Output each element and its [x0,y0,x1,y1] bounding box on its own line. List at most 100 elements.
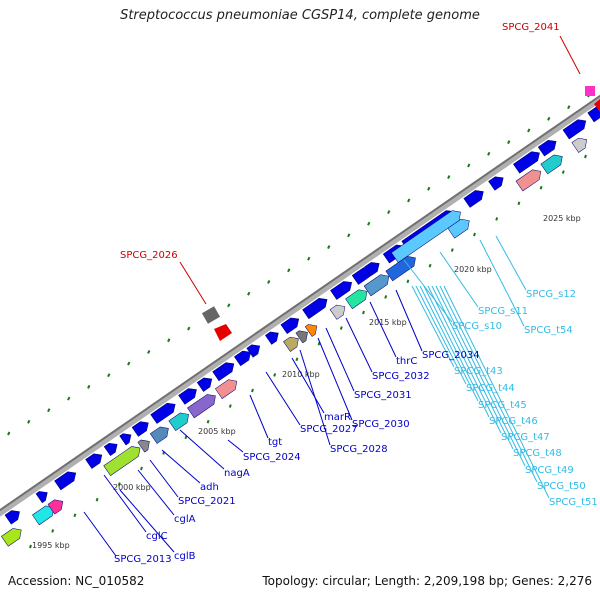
gene-arrow [513,151,540,174]
gene-feature [329,304,346,320]
gene-arrow [562,119,587,140]
gene-arrow [329,304,346,320]
gene-feature [363,274,390,297]
gene-label: SPCG_2024 [243,452,301,463]
gene-label: SPCG_2026 [120,250,178,261]
leader-line [149,459,179,498]
gene-arrow [246,344,261,358]
gene-arrow [212,362,235,382]
gene-arrow [304,324,318,337]
gene-feature [4,510,20,525]
gene-arrow [515,169,542,192]
leader-line [369,301,397,358]
gene-label: SPCG_t44 [466,383,515,394]
gc-tick [347,233,351,238]
gc-tick [147,349,151,354]
gene-label: SPCG_2034 [422,350,480,361]
gc-skew-track [7,93,591,549]
leader-line [325,327,355,392]
kbp-label: 2020 kbp [454,265,492,274]
leader-line [415,285,467,385]
gene-arrow [234,350,251,367]
kbp-label: 1995 kbp [32,541,70,550]
accession-text: Accession: NC_010582 [8,574,145,588]
gene-feature [391,210,461,263]
gene-arrow [364,262,380,277]
genome-backbone [0,94,600,517]
gc-tick [407,198,411,203]
gene-feature [187,394,216,419]
gene-feature [562,119,587,140]
gene-feature [35,491,48,504]
leader-line [479,239,525,327]
gene-feature [212,362,235,382]
gc-tick [47,408,51,413]
gene-label: SPCG_2031 [354,390,412,401]
gene-feature [515,169,542,192]
gene-feature [283,336,299,352]
gene-arrow [571,137,588,153]
gc-tick [273,373,277,377]
gene-feature [280,317,300,335]
gene-label: SPCG_2027 [300,424,358,435]
gene-arrow [540,154,563,175]
gene-feature [463,190,484,208]
gene-feature [131,421,149,437]
gene-arrow [363,274,390,297]
kbp-label: 2010 kbp [282,370,320,379]
gene-label: SPCG_2032 [372,371,430,382]
gc-tick [187,326,191,331]
gene-label: SPCG_2021 [178,496,236,507]
gene-feature [330,281,353,300]
gene-arrow [302,298,328,320]
gene-arrow [149,426,169,444]
genome-summary-text: Topology: circular; Length: 2,209,198 bp… [262,574,592,588]
gc-tick [267,280,271,284]
gc-tick [7,431,11,436]
gene-label: tgt [268,437,282,448]
gene-feature [85,453,103,469]
gene-feature [265,331,279,345]
gc-tick [561,170,565,174]
gene-arrow [463,190,484,208]
label-leaders [83,35,581,557]
gene-feature [54,471,77,491]
gc-tick [339,326,343,330]
gene-label: marR [324,412,351,423]
gene-label: SPCG_2041 [502,22,560,33]
gene-arrow [103,446,141,476]
gene-arrow [85,453,103,469]
leader-line [137,469,175,516]
leader-line [395,289,423,352]
gc-tick [428,263,432,268]
gene-arrow [150,402,176,424]
gc-tick [67,396,71,401]
gene-arrow [488,176,504,191]
gc-tick [584,154,587,159]
gene-label: SPCG_t54 [524,325,573,336]
gene-arrow [265,331,279,345]
gc-tick [473,232,476,237]
gene-label: SPCG_t47 [501,432,550,443]
gene-feature [214,379,238,399]
leader-line [83,511,117,557]
gene-label: SPCG_s11 [478,306,528,317]
gene-arrow [187,394,216,419]
gc-tick [406,279,410,284]
gene-arrow [54,471,77,491]
gc-tick [87,384,91,389]
gene-arrow [47,499,64,515]
leader-line [411,285,455,368]
leader-line [419,285,479,402]
gene-arrow [280,317,300,335]
gc-tick [507,140,511,145]
gene-label: SPCG_t51 [549,497,598,508]
gc-tick [95,497,99,502]
gene-feature [488,176,504,191]
gc-tick [387,210,391,214]
leader-line [227,439,244,453]
gene-marker-red [594,99,600,112]
gene-feature [364,262,380,277]
